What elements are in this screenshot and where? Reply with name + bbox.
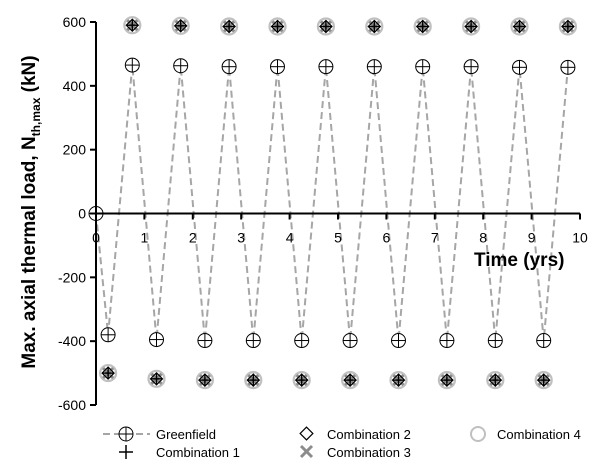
ticks-layer: -600 -400 -200 0 200 400 600 0 1 2 3 4 5 6 7 8 9 10	[58, 14, 588, 413]
series-combination-1-point	[102, 367, 115, 380]
legend-item-combination-4: Combination 4	[470, 426, 581, 442]
series-combination-1-point	[561, 20, 574, 33]
x-tick-label: 8	[479, 230, 487, 246]
x-tick-label: 10	[572, 230, 588, 246]
series-combination-1-point	[271, 20, 284, 33]
series-combination-1-point	[198, 374, 211, 387]
series-greenfield-point	[124, 57, 140, 73]
series-greenfield-point	[512, 59, 527, 75]
legend-label-greenfield: Greenfield	[156, 427, 216, 442]
series-combination-1-point	[392, 374, 405, 387]
series-greenfield-point	[439, 333, 455, 349]
series-greenfield-point	[391, 333, 406, 349]
series-combination-1-point	[537, 374, 550, 387]
series-combination-1-point	[513, 20, 526, 33]
y-axis-title-main: Max. axial thermal load, N	[19, 136, 40, 368]
y-axis-title-subscript: th,max	[29, 97, 43, 136]
legend-item-combination-2: Combination 2	[299, 426, 411, 442]
y-axis-title: Max. axial thermal load, Nth,max (kN)	[19, 55, 43, 368]
series-combination-2-point	[125, 18, 140, 33]
x-tick-label: 0	[92, 230, 100, 246]
y-tick-label: 400	[63, 78, 87, 94]
x-tick-label: 5	[334, 230, 342, 246]
series-combination-1-point	[416, 20, 429, 33]
legend-label-combination-3: Combination 3	[327, 445, 411, 460]
series-greenfield-point	[560, 59, 576, 75]
x-axis-title: Time (yrs)	[474, 250, 564, 271]
series-greenfield-point	[270, 59, 285, 75]
series-greenfield-point	[463, 59, 479, 75]
x-tick-label: 1	[141, 230, 149, 246]
series-greenfield-point	[173, 58, 189, 74]
series-greenfield-point	[415, 59, 431, 75]
series-combination-1-point	[465, 20, 478, 33]
series-greenfield-point	[366, 59, 382, 75]
series-greenfield-point	[318, 59, 334, 75]
legend-combination-1-marker	[119, 445, 133, 459]
series-combination-1-point	[223, 20, 236, 33]
legend-greenfield-marker	[118, 426, 134, 442]
series-greenfield-line	[95, 64, 569, 341]
legend-label-combination-4: Combination 4	[497, 427, 581, 442]
plot-area: -600 -400 -200 0 200 400 600 0 1 2 3 4 5 6 7 8 9 10	[58, 14, 588, 413]
series-combination-1-point	[319, 20, 332, 33]
series-greenfield-point	[100, 327, 116, 343]
series-combination-1-point	[150, 372, 163, 385]
series-combination-1-point	[126, 19, 139, 32]
series-combination-1-point	[247, 374, 260, 387]
x-tick-label: 2	[189, 230, 197, 246]
x-tick-label: 6	[383, 230, 391, 246]
x-tick-label: 9	[528, 230, 536, 246]
series-combination-1-point	[489, 374, 502, 387]
y-tick-label: -600	[58, 397, 86, 413]
series-greenfield-point	[342, 333, 358, 349]
legend-item-combination-3: Combination 3	[299, 444, 411, 460]
series-combination-1-point	[174, 19, 187, 32]
y-tick-label: 0	[78, 206, 86, 222]
series-greenfield-point	[536, 333, 552, 349]
y-tick-label: 200	[63, 142, 87, 158]
legend-label-combination-1: Combination 1	[156, 445, 240, 460]
series-greenfield-point	[487, 333, 503, 349]
series-combination-1-point	[344, 374, 357, 387]
series-combination-1-point	[295, 374, 308, 387]
series-greenfield-point	[221, 59, 237, 75]
y-axis-title-unit: (kN)	[19, 55, 40, 97]
legend-combination-3-marker	[299, 444, 314, 459]
legend: Greenfield Combination 1 Combination 2 C…	[103, 426, 581, 460]
series-greenfield-point	[149, 332, 164, 348]
series-layer	[88, 16, 578, 390]
x-tick-label: 7	[431, 230, 439, 246]
series-greenfield-point	[294, 333, 310, 349]
legend-item-greenfield: Greenfield	[103, 426, 216, 442]
series-greenfield-point	[197, 333, 213, 349]
y-tick-label: -400	[58, 333, 86, 349]
legend-combination-4-marker	[470, 426, 486, 442]
y-tick-label: 600	[63, 14, 87, 30]
series-combination-1-point	[368, 20, 381, 33]
y-tick-label: -200	[58, 269, 86, 285]
x-tick-label: 4	[286, 230, 294, 246]
series-greenfield-point	[245, 333, 261, 349]
legend-combination-2-marker	[299, 426, 314, 441]
series-combination-1-point	[440, 374, 453, 387]
x-tick-label: 3	[237, 230, 245, 246]
legend-label-combination-2: Combination 2	[327, 427, 411, 442]
legend-item-combination-1: Combination 1	[119, 445, 240, 460]
